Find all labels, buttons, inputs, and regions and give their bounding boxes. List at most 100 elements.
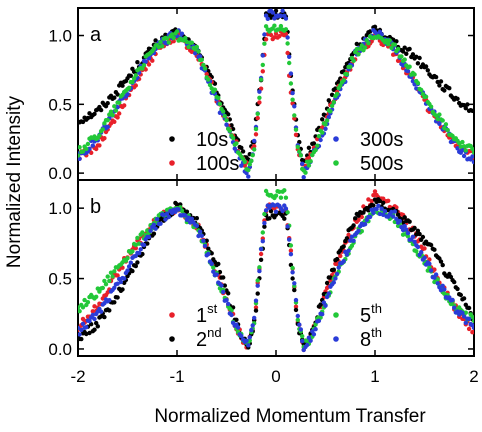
data-point (349, 234, 355, 239)
data-point (283, 31, 289, 37)
data-point (206, 246, 211, 251)
data-point (320, 117, 325, 122)
data-point (115, 105, 120, 110)
data-point (293, 297, 299, 303)
data-point (263, 208, 269, 213)
data-point (343, 65, 348, 70)
data-point (255, 115, 260, 121)
y-tick-label: 1.0 (48, 199, 72, 218)
data-point (323, 303, 328, 308)
data-point (290, 270, 295, 275)
data-point (252, 315, 257, 321)
data-point (384, 38, 389, 43)
data-point (297, 322, 302, 327)
data-point (226, 301, 231, 307)
data-point (85, 141, 91, 147)
data-point (305, 159, 310, 164)
data-point (392, 42, 397, 47)
data-point (415, 61, 421, 66)
y-tick-label: 0.5 (48, 270, 72, 289)
data-point (344, 72, 350, 77)
data-point (115, 115, 120, 120)
data-point (103, 282, 109, 287)
data-point (214, 272, 219, 277)
data-point (417, 231, 422, 237)
data-point (470, 154, 474, 159)
data-point (183, 35, 188, 41)
data-point (452, 305, 457, 310)
data-point (381, 212, 386, 217)
data-point (297, 149, 302, 154)
data-point (268, 209, 274, 214)
data-point (133, 242, 138, 248)
data-point (126, 85, 132, 91)
data-point (130, 268, 135, 274)
data-point (199, 57, 204, 62)
data-point (140, 230, 145, 235)
legend-label: 500s (360, 153, 403, 175)
data-point (318, 302, 323, 307)
data-point (313, 147, 318, 153)
data-point (179, 31, 185, 36)
data-point (331, 100, 336, 105)
data-point (324, 280, 330, 286)
legend-marker (333, 336, 339, 342)
data-point (108, 270, 114, 275)
data-point (143, 59, 148, 64)
data-point (326, 115, 331, 120)
data-point (155, 217, 160, 222)
data-point (463, 148, 468, 153)
data-point (300, 161, 305, 166)
data-point (412, 239, 417, 244)
data-point (216, 261, 221, 267)
data-point (438, 259, 444, 264)
data-point (201, 62, 206, 68)
data-point (84, 146, 89, 152)
data-point (407, 64, 412, 69)
data-point (148, 228, 153, 233)
data-point (98, 107, 104, 113)
x-tick-label: 1 (370, 367, 379, 386)
data-point (295, 144, 300, 150)
data-point (252, 147, 257, 152)
data-point (253, 132, 259, 137)
data-point (102, 136, 107, 141)
data-point (247, 338, 252, 343)
data-point (196, 233, 201, 239)
data-point (447, 86, 452, 91)
data-point (263, 24, 269, 29)
data-point (133, 83, 138, 88)
data-point (301, 175, 306, 180)
data-point (288, 243, 294, 248)
data-point (260, 69, 265, 74)
data-point (415, 244, 421, 250)
data-point (78, 309, 82, 314)
data-point (377, 198, 383, 204)
data-point (253, 308, 259, 313)
data-point (262, 220, 267, 226)
data-point (262, 224, 267, 229)
data-point (460, 310, 465, 316)
data-point (461, 296, 467, 301)
legend-marker (333, 160, 339, 166)
data-point (407, 219, 412, 224)
data-point (399, 54, 404, 59)
data-point (136, 251, 142, 256)
data-point (125, 256, 130, 261)
data-point (90, 309, 96, 314)
data-point (292, 281, 297, 286)
data-point (351, 223, 356, 228)
data-point (432, 247, 437, 252)
data-point (367, 29, 373, 34)
data-point (242, 159, 247, 165)
y-tick-label: 0.5 (48, 95, 72, 114)
legend-label: 8th (360, 325, 382, 351)
data-point (115, 273, 120, 278)
data-point (166, 214, 171, 220)
data-point (244, 338, 249, 343)
data-point (224, 118, 229, 123)
data-point (306, 163, 312, 168)
data-point (263, 188, 269, 194)
data-point (341, 259, 346, 264)
data-point (428, 242, 434, 248)
